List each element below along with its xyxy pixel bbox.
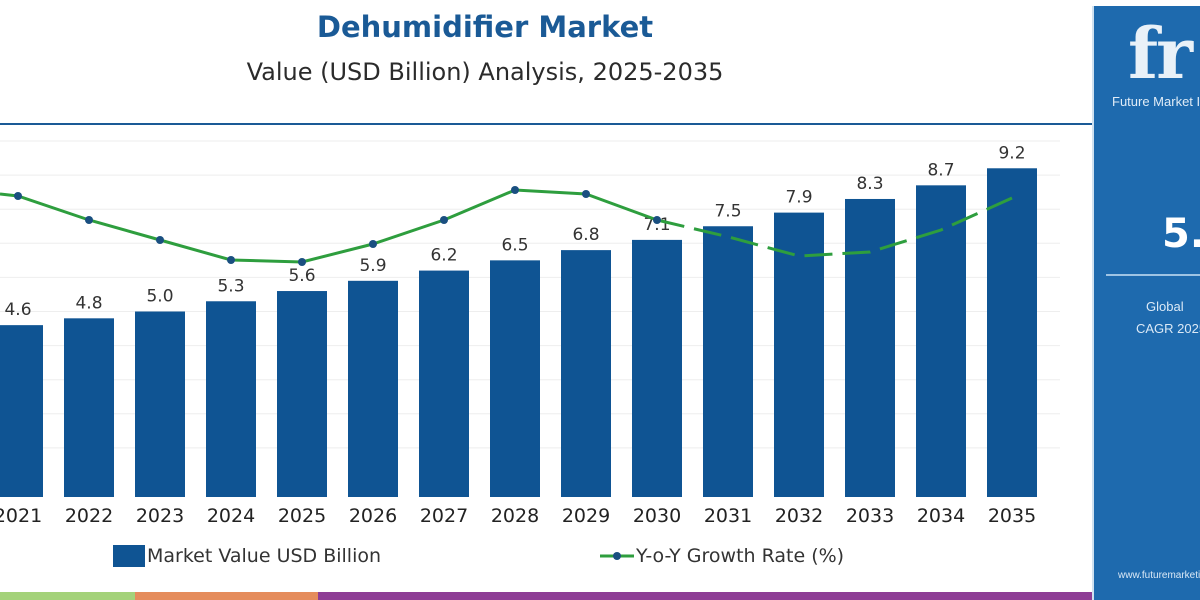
data-label-2033: 8.3 bbox=[856, 174, 883, 194]
growth-point-2023 bbox=[156, 236, 164, 244]
footer-stripe-purple bbox=[318, 592, 1092, 600]
growth-point-2022 bbox=[85, 216, 93, 224]
data-label-2034: 8.7 bbox=[927, 160, 954, 180]
bar-2025 bbox=[277, 291, 327, 497]
chart-subtitle: Value (USD Billion) Analysis, 2025-2035 bbox=[246, 58, 724, 86]
x-tick-2027: 2027 bbox=[420, 505, 468, 527]
bar-2021 bbox=[0, 325, 43, 497]
x-tick-2030: 2030 bbox=[633, 505, 681, 527]
bar-2031 bbox=[703, 226, 753, 497]
data-label-2030: 7.1 bbox=[643, 215, 670, 235]
data-label-2022: 4.8 bbox=[75, 293, 102, 313]
data-label-2028: 6.5 bbox=[501, 235, 528, 255]
footer-stripe-orange bbox=[135, 592, 318, 600]
bar-2033 bbox=[845, 198, 895, 497]
data-label-2024: 5.3 bbox=[217, 276, 244, 296]
caption-line-1: Global bbox=[1146, 299, 1184, 314]
bar-2027 bbox=[419, 270, 469, 497]
growth-point-2029 bbox=[582, 190, 590, 198]
x-tick-2032: 2032 bbox=[775, 505, 823, 527]
x-tick-2029: 2029 bbox=[562, 505, 610, 527]
bar-2035 bbox=[987, 168, 1037, 497]
legend-bar-swatch bbox=[113, 545, 145, 567]
bar-2029 bbox=[561, 250, 611, 497]
growth-point-2026 bbox=[369, 240, 377, 248]
data-label-2029: 6.8 bbox=[572, 225, 599, 245]
x-tick-2031: 2031 bbox=[704, 505, 752, 527]
data-label-2032: 7.9 bbox=[785, 188, 812, 208]
growth-point-2024 bbox=[227, 256, 235, 264]
x-tick-2026: 2026 bbox=[349, 505, 397, 527]
x-tick-2021: 2021 bbox=[0, 505, 42, 527]
bar-2028 bbox=[490, 260, 540, 497]
data-label-2026: 5.9 bbox=[359, 256, 386, 276]
brand-logo: fr bbox=[1128, 12, 1193, 95]
x-tick-2033: 2033 bbox=[846, 505, 894, 527]
growth-line-dashed bbox=[656, 196, 1013, 258]
bar-2030 bbox=[632, 239, 682, 497]
legend-line-swatch bbox=[600, 552, 634, 560]
x-tick-2022: 2022 bbox=[65, 505, 113, 527]
data-label-2023: 5.0 bbox=[146, 287, 173, 307]
data-label-2021: 4.6 bbox=[4, 300, 31, 320]
growth-point-2025 bbox=[298, 258, 306, 266]
cagr-value: 5. bbox=[1162, 211, 1200, 257]
bar-2032 bbox=[774, 212, 824, 498]
growth-point-2028 bbox=[511, 186, 519, 194]
chart-area: 4.6 2021 4.8 2022 5.0 2023 5.3 2024 5.6 2025 5.9 20… bbox=[0, 140, 1060, 527]
data-label-2035: 9.2 bbox=[998, 143, 1025, 163]
chart-title: Dehumidifier Market bbox=[316, 10, 654, 44]
legend-label-market-value: Market Value USD Billion bbox=[147, 545, 382, 567]
panel-divider bbox=[1106, 274, 1200, 276]
growth-point-2027 bbox=[440, 216, 448, 224]
growth-point-2021 bbox=[14, 192, 22, 200]
x-tick-2024: 2024 bbox=[207, 505, 255, 527]
title-divider bbox=[0, 123, 1092, 125]
x-tick-2028: 2028 bbox=[491, 505, 539, 527]
cagr-caption: Global CAGR 2025 bbox=[1136, 296, 1200, 340]
caption-line-2: CAGR 2025 bbox=[1136, 321, 1200, 336]
legend-item-market-value: Market Value USD Billion bbox=[113, 545, 381, 567]
legend-item-growth: Y-o-Y Growth Rate (%) bbox=[600, 545, 844, 567]
brand-subtitle: Future Market Insights bbox=[1112, 94, 1200, 109]
data-label-2025: 5.6 bbox=[288, 266, 315, 286]
x-tick-2034: 2034 bbox=[917, 505, 965, 527]
website-url: www.futuremarketinsights.com bbox=[1118, 570, 1200, 581]
bar-2034 bbox=[916, 185, 966, 497]
side-panel: fr Future Market Insights 5. Global CAGR… bbox=[1092, 6, 1200, 600]
x-tick-2025: 2025 bbox=[278, 505, 326, 527]
data-label-2031: 7.5 bbox=[714, 201, 741, 221]
data-label-2027: 6.2 bbox=[430, 246, 457, 266]
growth-point-2030 bbox=[653, 216, 661, 224]
bar-2023 bbox=[135, 311, 185, 497]
bar-2022 bbox=[64, 318, 114, 497]
bar-2024 bbox=[206, 301, 256, 497]
legend-label-growth: Y-o-Y Growth Rate (%) bbox=[636, 545, 845, 567]
growth-line-solid bbox=[0, 188, 658, 264]
bar-2026 bbox=[348, 280, 398, 497]
footer-stripe-green bbox=[0, 592, 135, 600]
x-tick-2023: 2023 bbox=[136, 505, 184, 527]
x-tick-2035: 2035 bbox=[988, 505, 1036, 527]
